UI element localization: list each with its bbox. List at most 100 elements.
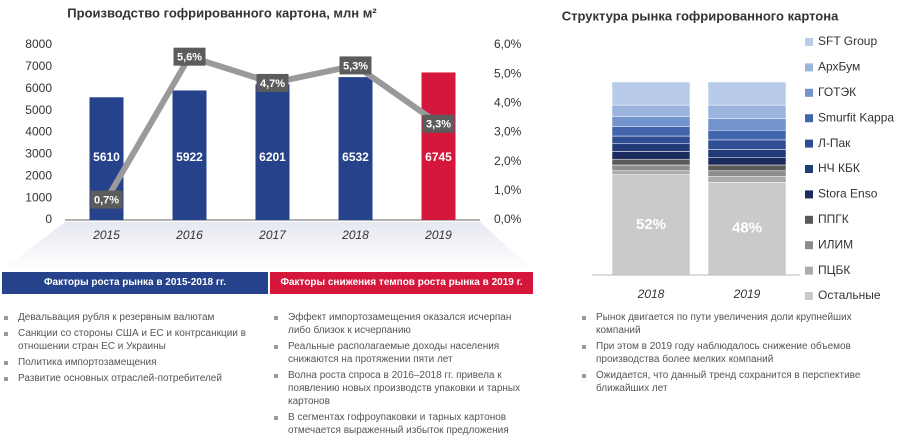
bar-label: 6532	[342, 150, 369, 164]
bar-segment	[707, 157, 787, 166]
point-label: 0,7%	[94, 194, 119, 206]
bar-segment	[611, 143, 691, 152]
bar-segment	[611, 151, 691, 160]
legend-label: АрхБум	[818, 60, 860, 74]
y-tick-label: 3000	[25, 147, 52, 161]
y2-tick-label: 0,0%	[494, 212, 522, 226]
bar-segment	[707, 170, 787, 177]
bar-label: 6745	[425, 150, 452, 164]
bar-segment	[707, 176, 787, 183]
y-tick-label: 2000	[25, 168, 52, 182]
point-label: 5,6%	[177, 52, 202, 64]
bar-segment	[707, 182, 787, 276]
bar-label: 5610	[93, 150, 120, 164]
point-label: 4,7%	[260, 78, 285, 90]
y2-tick-label: 5,0%	[494, 66, 522, 80]
legend-swatch	[805, 292, 813, 300]
bar-segment	[611, 174, 691, 276]
bar	[338, 77, 373, 220]
legend-label: ПЦБК	[818, 263, 850, 277]
legend-swatch	[805, 88, 813, 97]
bar-segment	[611, 170, 691, 175]
legend-swatch	[805, 266, 813, 275]
bar-segment	[707, 164, 787, 172]
chart-title: Производство гофрированного картона, млн…	[67, 5, 377, 20]
bar-segment	[707, 118, 787, 131]
list-item: В сегментах гофроупаковки и тарных карто…	[272, 411, 534, 437]
legend-label: ППГК	[818, 212, 849, 226]
legend-label: Л-Пак	[818, 136, 851, 150]
list-item: При этом в 2019 году наблюдалось снижени…	[580, 340, 890, 366]
chart-title: Структура рынка гофрированного картона	[562, 8, 839, 23]
bar	[421, 72, 456, 220]
list-item: Развитие основных отраслей-потребителей	[2, 372, 264, 385]
decline-header: Факторы снижения темпов роста рынка в 20…	[270, 272, 533, 294]
bar-segment	[707, 104, 787, 119]
y2-tick-label: 4,0%	[494, 96, 522, 110]
x-tick-label: 2017	[258, 228, 287, 242]
bar-segment	[611, 158, 691, 166]
legend-label: НЧ КБК	[818, 161, 860, 175]
bar	[255, 84, 290, 221]
x-tick-label: 2018	[341, 228, 369, 242]
legend-label: ИЛИМ	[818, 237, 853, 251]
notes-list: Рынок двигается по пути увеличения доли …	[580, 311, 890, 398]
legend-swatch	[805, 63, 813, 72]
y2-tick-label: 3,0%	[494, 125, 522, 139]
bar-segment	[611, 81, 691, 106]
bar-segment	[611, 104, 691, 117]
growth-list: Девальвация рубля к резервным валютам Сан…	[2, 311, 264, 388]
decor	[2, 222, 533, 270]
list-item: Реальные располагаемые доходы населения …	[272, 340, 534, 366]
list-item: Девальвация рубля к резервным валютам	[2, 311, 264, 324]
y-tick-label: 8000	[25, 37, 52, 51]
list-item: Санкции со стороны США и ЕС и контрсанкц…	[2, 327, 264, 353]
segment-label: 48%	[732, 220, 762, 237]
legend-label: ГОТЭК	[818, 85, 856, 99]
legend-label: Smurfit Kappa	[818, 110, 894, 124]
legend-swatch	[805, 165, 813, 173]
legend-swatch	[805, 139, 813, 148]
y2-tick-label: 1,0%	[494, 183, 522, 197]
legend-swatch	[805, 241, 813, 250]
legend-label: Stora Enso	[818, 187, 878, 201]
bar-label: 5922	[176, 150, 203, 164]
list-item: Волна роста спроса в 2016–2018 гг. приве…	[272, 369, 534, 408]
y-tick-label: 1000	[25, 190, 52, 204]
x-tick-label: 2019	[733, 287, 761, 301]
legend-swatch	[805, 190, 813, 199]
list-item: Эффект импортозамещения оказался исчерпа…	[272, 311, 534, 337]
decline-list: Эффект импортозамещения оказался исчерпа…	[272, 311, 534, 440]
bar-segment	[611, 164, 691, 172]
bar-segment	[707, 130, 787, 141]
point-label-box	[90, 190, 123, 209]
bar-label: 6201	[259, 150, 286, 164]
x-tick-label: 2018	[637, 287, 665, 301]
y-tick-label: 7000	[25, 59, 52, 73]
point-label-box	[339, 56, 372, 75]
bar-segment	[707, 149, 787, 158]
point-label-box	[422, 114, 455, 133]
legend-swatch	[805, 215, 813, 224]
legend-swatch	[805, 114, 813, 123]
bar-segment	[707, 81, 787, 106]
bar-segment	[611, 126, 691, 137]
y2-tick-label: 2,0%	[494, 154, 522, 168]
legend-swatch	[805, 38, 813, 46]
list-item: Ожидается, что данный тренд сохранится в…	[580, 369, 890, 395]
y-tick-label: 6000	[25, 81, 52, 95]
y-tick-label: 5000	[25, 103, 52, 117]
list-item: Рынок двигается по пути увеличения доли …	[580, 311, 890, 337]
bar-segment	[611, 135, 691, 145]
y-tick-label: 4000	[25, 125, 52, 139]
point-label: 3,3%	[426, 119, 451, 131]
point-label-box	[173, 47, 206, 66]
growth-header: Факторы роста рынка в 2015-2018 гг.	[2, 272, 268, 294]
bar-segment	[611, 116, 691, 127]
point-label: 5,3%	[343, 60, 368, 72]
y-tick-label: 0	[45, 212, 52, 226]
legend-label: Остальные	[818, 288, 881, 302]
list-item: Политика импортозамещения	[2, 356, 264, 369]
